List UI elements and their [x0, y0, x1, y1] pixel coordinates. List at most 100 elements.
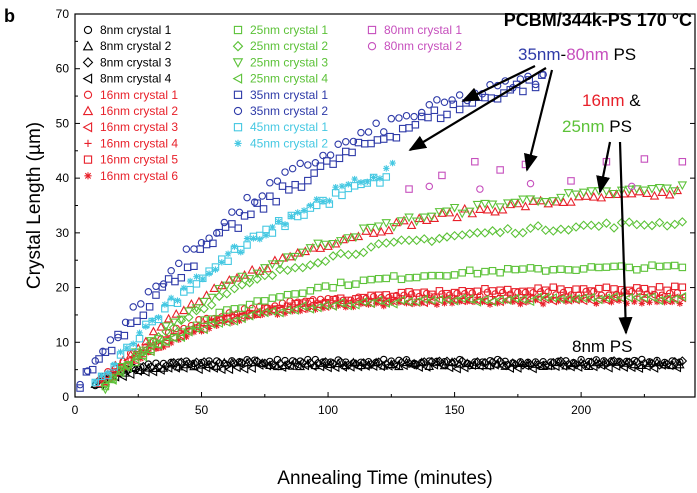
data-point — [653, 298, 661, 306]
data-point — [669, 294, 679, 304]
data-point — [557, 285, 565, 293]
data-point — [540, 225, 551, 235]
legend-entry: 35nm crystal 1 — [233, 88, 328, 102]
data-point — [290, 305, 299, 315]
data-point — [329, 283, 337, 292]
data-point — [654, 360, 665, 370]
data-point — [331, 189, 340, 197]
legend-label: 35nm crystal 2 — [250, 104, 328, 118]
data-point — [247, 264, 257, 274]
data-point — [260, 264, 270, 273]
data-point — [321, 282, 330, 290]
data-point — [581, 360, 590, 371]
data-point — [138, 361, 149, 372]
data-point — [228, 220, 236, 228]
data-point — [633, 284, 641, 292]
data-point — [294, 209, 301, 216]
data-point — [314, 283, 322, 292]
data-point — [223, 306, 231, 314]
data-point — [596, 360, 606, 371]
data-point — [648, 286, 656, 294]
data-point — [472, 200, 483, 210]
data-point — [237, 272, 247, 282]
data-point — [373, 295, 383, 306]
data-point — [442, 207, 452, 217]
data-point — [218, 259, 225, 266]
data-point — [164, 328, 173, 337]
data-point — [358, 247, 369, 258]
data-point — [379, 128, 388, 136]
data-point — [176, 332, 186, 343]
data-point — [577, 296, 585, 304]
data-point — [315, 361, 325, 372]
data-point — [334, 140, 342, 149]
legend-entry: 16nm crystal 4 — [84, 136, 178, 150]
data-point — [541, 267, 550, 275]
data-point — [224, 257, 232, 265]
data-point — [191, 305, 202, 316]
data-point — [464, 228, 475, 239]
data-point — [609, 292, 618, 302]
data-point — [320, 357, 331, 367]
data-point — [390, 292, 398, 301]
data-point — [328, 301, 337, 311]
data-point — [396, 295, 406, 305]
data-point — [348, 148, 356, 157]
data-point — [578, 188, 589, 198]
data-point — [250, 198, 259, 206]
legend-marker — [232, 40, 244, 52]
series-45nm-crystal-2 — [92, 159, 396, 386]
data-point — [99, 347, 107, 356]
data-point — [595, 263, 603, 272]
data-point — [168, 333, 178, 343]
data-point — [450, 288, 459, 297]
legend-marker — [233, 90, 243, 99]
data-point — [353, 361, 363, 372]
data-point — [656, 292, 663, 299]
data-point — [272, 197, 280, 206]
data-point — [419, 213, 429, 223]
data-point — [410, 112, 418, 121]
data-point — [330, 238, 341, 248]
legend-marker — [367, 25, 377, 35]
data-point — [549, 265, 558, 274]
data-point — [571, 190, 581, 200]
data-point — [526, 287, 535, 295]
data-point — [411, 217, 422, 227]
data-point — [566, 196, 576, 206]
data-point — [199, 275, 206, 283]
data-point — [637, 360, 647, 370]
data-point — [373, 222, 384, 232]
data-point — [117, 348, 124, 356]
data-point — [177, 273, 186, 282]
data-point — [452, 212, 462, 222]
data-point — [281, 168, 289, 176]
data-point — [487, 296, 497, 307]
data-point — [359, 276, 368, 285]
data-point — [161, 301, 169, 308]
data-point — [579, 265, 588, 273]
data-point — [76, 384, 84, 392]
data-point — [145, 346, 155, 357]
data-point — [229, 276, 240, 285]
data-point — [677, 356, 688, 366]
data-point — [176, 315, 187, 325]
data-point — [312, 201, 321, 210]
data-point — [587, 287, 595, 295]
y-tick-label: 60 — [56, 62, 70, 76]
legend-label: 8nm crystal 1 — [100, 23, 172, 37]
legend-entry: 25nm crystal 3 — [232, 55, 328, 69]
panel-label: b — [4, 6, 15, 26]
annotation-part: - — [561, 45, 567, 64]
data-point — [275, 264, 285, 275]
data-point — [183, 327, 193, 337]
data-point — [343, 234, 354, 243]
data-point — [345, 181, 352, 188]
data-point — [465, 207, 475, 217]
data-point — [525, 195, 536, 205]
data-point — [662, 221, 672, 231]
data-point — [199, 324, 208, 335]
data-point — [156, 365, 165, 375]
data-point — [405, 288, 413, 296]
